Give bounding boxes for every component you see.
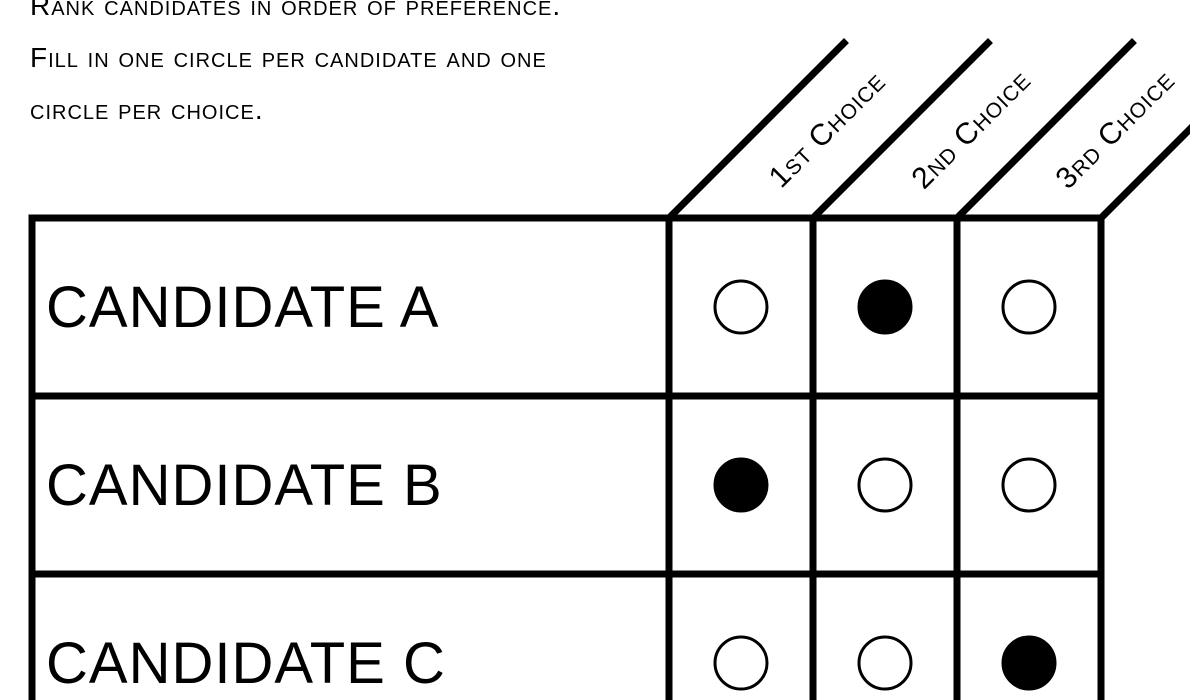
choice-header: 1st Choice [763, 65, 892, 194]
ballot-bubble-empty[interactable] [715, 281, 767, 333]
candidate-name: CANDIDATE B [46, 453, 443, 518]
ballot-bubble-filled[interactable] [1003, 637, 1055, 689]
ballot-bubble-empty[interactable] [859, 637, 911, 689]
ballot-bubble-empty[interactable] [1003, 459, 1055, 511]
ballot-svg: 1st Choice2nd Choice3rd Choice CANDIDATE … [0, 0, 1190, 700]
ballot-bubble-filled[interactable] [715, 459, 767, 511]
ballot-bubble-filled[interactable] [859, 281, 911, 333]
choice-header: 3rd Choice [1049, 63, 1181, 195]
ballot-bubble-empty[interactable] [1003, 281, 1055, 333]
candidate-name: CANDIDATE A [46, 275, 439, 340]
choice-header: 2nd Choice [905, 63, 1037, 195]
ballot-bubble-empty[interactable] [715, 637, 767, 689]
ballot-bubble-empty[interactable] [859, 459, 911, 511]
candidate-name: CANDIDATE C [46, 631, 446, 696]
